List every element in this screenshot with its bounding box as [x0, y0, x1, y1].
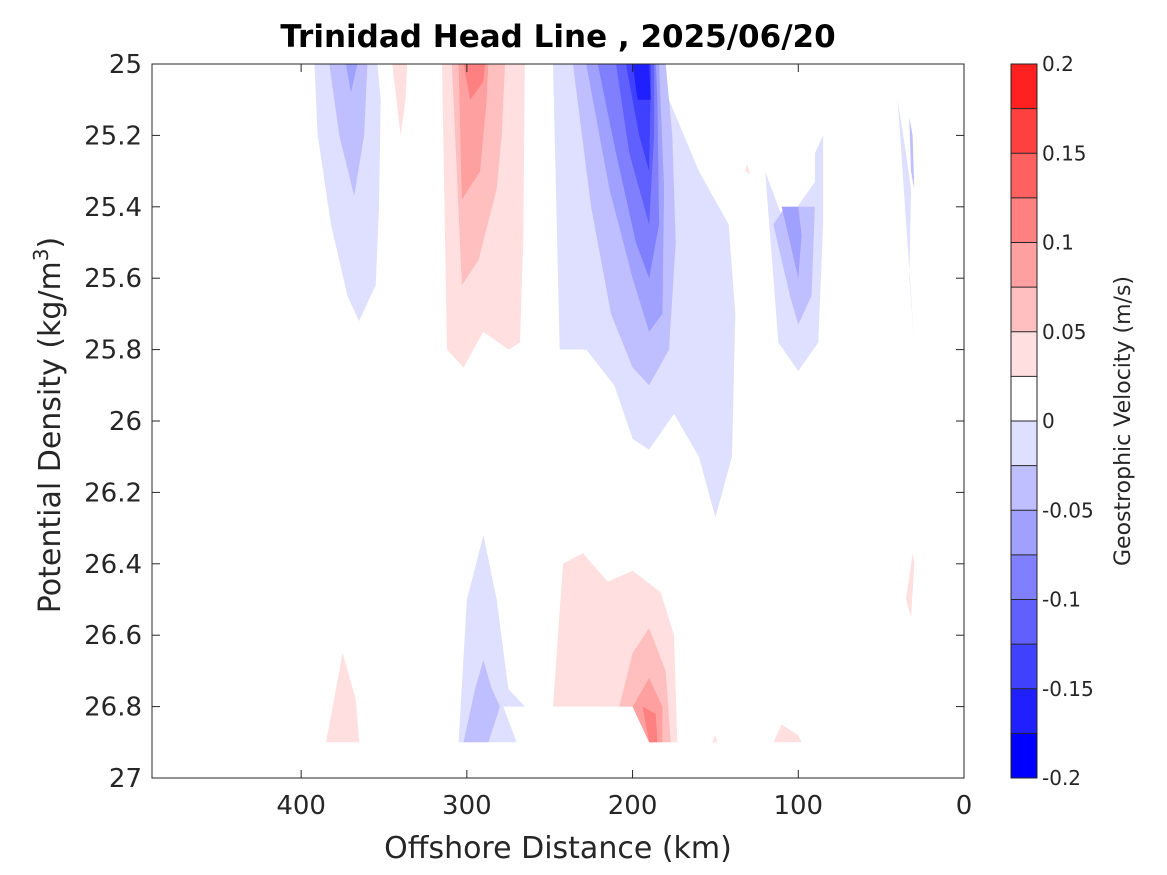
colorbar-swatch — [1011, 644, 1037, 689]
y-tick-label: 25.4 — [84, 193, 142, 223]
colorbar-tick-label: -0.2 — [1042, 766, 1081, 790]
colorbar-tick-label: 0.2 — [1042, 52, 1074, 76]
colorbar-swatch — [1011, 421, 1037, 466]
contour-region-7 — [463, 64, 486, 100]
colorbar-swatch — [1011, 197, 1037, 243]
colorbar: 0.2 0.15 0.1 0.05 0 -0.05 -0.1 -0.15 -0.2 — [1010, 52, 1094, 790]
colorbar-swatch — [1011, 242, 1037, 288]
colorbar-swatch — [1011, 376, 1037, 421]
y-axis-label-main: Potential Density (kg/m — [33, 261, 68, 613]
y-axis-label-suffix: ) — [33, 237, 68, 249]
colorbar-label: Geostrophic Velocity (m/s) — [1111, 276, 1136, 566]
contour-region-17 — [773, 206, 815, 325]
colorbar-tick-label: 0.1 — [1042, 231, 1074, 255]
contour-region-14 — [632, 64, 651, 100]
colorbar-tick-label: -0.05 — [1042, 498, 1094, 522]
colorbar-swatch — [1011, 287, 1037, 332]
chart-title: Trinidad Head Line , 2025/06/20 — [280, 19, 835, 55]
x-tick-label: 0 — [956, 791, 973, 821]
y-tick-label: 26.4 — [84, 550, 142, 580]
y-tick-label: 25 — [109, 50, 142, 80]
colorbar-swatch — [1011, 733, 1037, 778]
x-tick-label: 400 — [276, 791, 326, 821]
colorbar-tick-label: 0.05 — [1042, 320, 1087, 344]
y-tick-label: 26 — [109, 407, 142, 437]
contour-region-3 — [392, 64, 408, 136]
colorbar-swatch — [1011, 108, 1037, 154]
colorbar-tick-label: 0.15 — [1042, 141, 1087, 165]
contour-region-6 — [458, 64, 489, 200]
x-tick-label: 100 — [773, 791, 823, 821]
contour-region-1 — [329, 64, 368, 197]
colorbar-swatch — [1011, 599, 1037, 645]
colorbar-swatch — [1011, 153, 1037, 198]
contour-region-27 — [642, 706, 658, 743]
contour-region-22 — [463, 660, 500, 743]
colorbar-tick-label: 0 — [1042, 409, 1055, 433]
contour-region-2 — [345, 64, 358, 93]
x-tick-label: 300 — [442, 791, 492, 821]
colorbar-swatch — [1011, 465, 1037, 511]
contour-region-18 — [781, 206, 802, 279]
y-tick-label: 25.6 — [84, 264, 142, 294]
colorbar-tick-label: -0.1 — [1042, 588, 1081, 612]
colorbar-swatch — [1011, 331, 1037, 377]
contour-plot-area — [314, 64, 915, 743]
contour-region-28 — [712, 735, 718, 743]
y-tick-label: 27 — [109, 764, 142, 794]
contour-region-15 — [745, 164, 751, 175]
colorbar-swatch — [1011, 554, 1037, 600]
colorbar-swatch — [1011, 510, 1037, 555]
contour-region-20 — [909, 117, 915, 189]
contour-region-23 — [326, 653, 360, 743]
y-tick-label: 25.8 — [84, 336, 142, 366]
x-axis-label: Offshore Distance (km) — [384, 831, 732, 866]
contour-region-29 — [773, 724, 802, 743]
y-tick-label: 26.6 — [84, 621, 142, 651]
colorbar-tick-label: -0.15 — [1042, 677, 1094, 701]
colorbar-swatch — [1011, 688, 1037, 734]
contour-region-30 — [906, 553, 915, 618]
y-axis: 25 25.2 25.4 25.6 25.8 26 26.2 26.4 26.6 26.8 27 — [84, 50, 964, 794]
y-axis-label: Potential Density (kg/m3) — [29, 237, 68, 613]
y-tick-label: 26.8 — [84, 693, 142, 723]
colorbar-frame — [1010, 63, 1038, 779]
x-tick-label: 200 — [608, 791, 658, 821]
x-axis: 400 300 200 100 0 — [276, 64, 972, 821]
y-axis-label-superscript: 3 — [29, 248, 53, 261]
colorbar-swatch — [1011, 64, 1037, 109]
y-tick-label: 25.2 — [84, 121, 142, 151]
y-tick-label: 26.2 — [84, 478, 142, 508]
